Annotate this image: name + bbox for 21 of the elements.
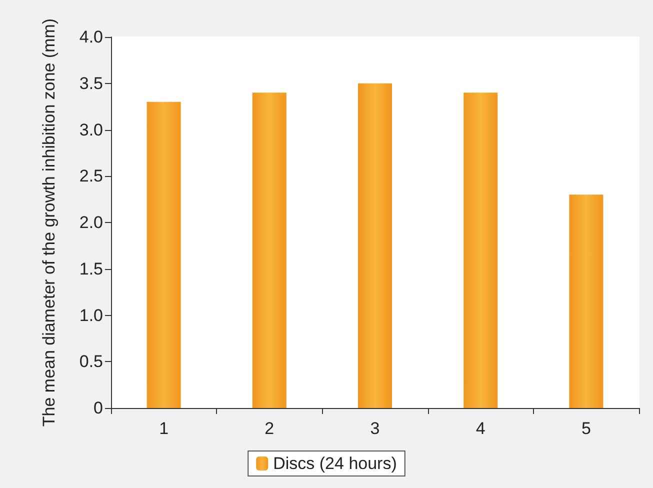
x-tick-label: 2 (264, 419, 274, 438)
x-tick-label: 5 (581, 419, 591, 438)
y-tick-label: 1.5 (79, 259, 103, 278)
y-tick-label: 2.5 (79, 166, 103, 186)
y-tick-label: 4.0 (79, 28, 103, 46)
x-tick-label: 1 (159, 419, 169, 438)
x-tick-label: 4 (476, 419, 486, 438)
bar (146, 102, 181, 408)
legend-label: Discs (24 hours) (273, 454, 397, 473)
y-tick-label: 0.5 (79, 352, 103, 372)
bar (252, 92, 286, 408)
y-axis-title: The mean diameter of the growth inhibition zone (mm) (40, 18, 58, 427)
y-tick-label: 2.0 (79, 213, 103, 232)
x-tick-label: 3 (370, 419, 380, 438)
y-tick-label: 3.0 (79, 120, 103, 140)
bar (464, 92, 498, 408)
y-tick-label: 3.5 (79, 74, 103, 93)
bar (358, 83, 392, 408)
bar (569, 194, 604, 408)
y-tick-label: 1.0 (79, 306, 103, 325)
y-tick-label: 0 (94, 398, 103, 418)
